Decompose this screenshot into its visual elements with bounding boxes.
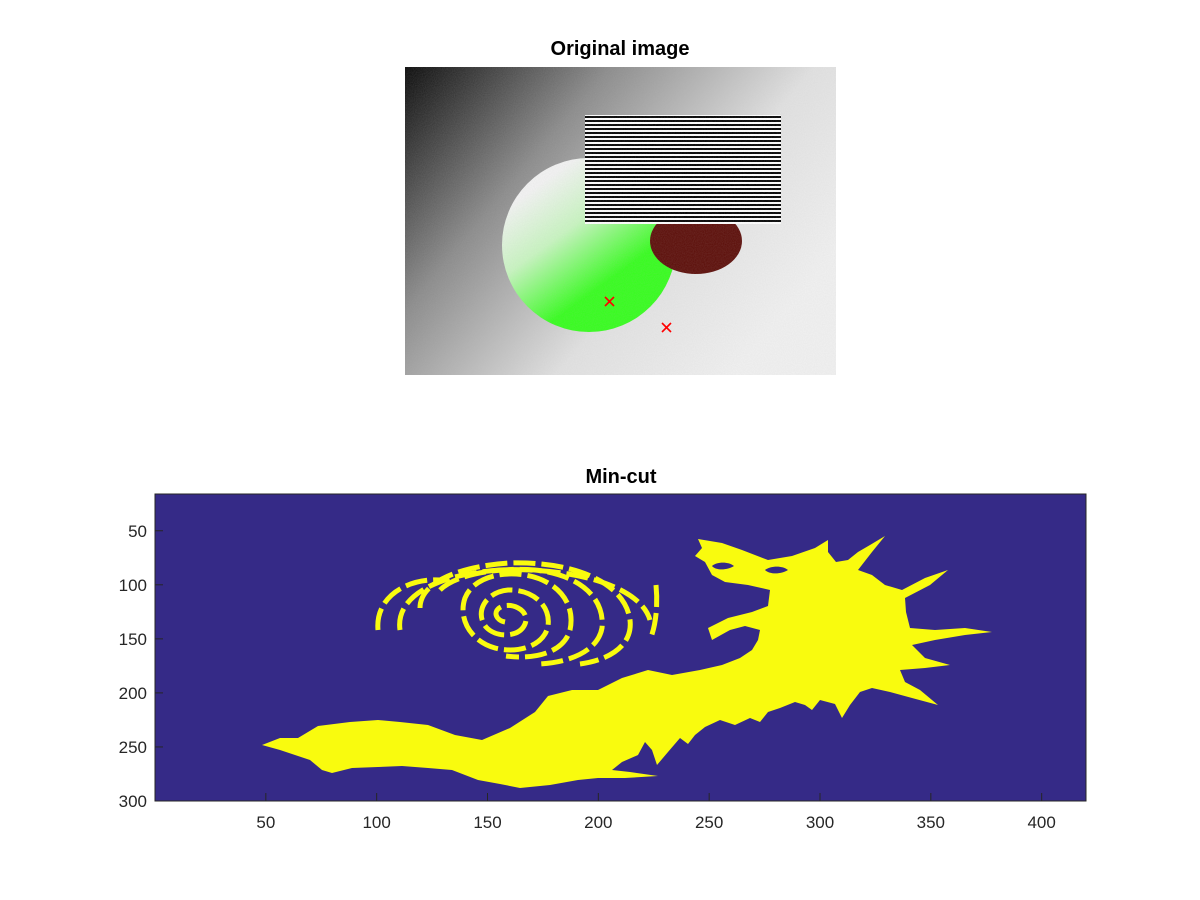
- x-axis-ticks: 50 100 150 200 250 300 350 400: [256, 793, 1056, 832]
- x-tick-label: 50: [256, 813, 275, 832]
- seed-marker-2: [661, 322, 672, 333]
- x-tick-label: 300: [806, 813, 834, 832]
- y-tick-label: 100: [119, 576, 147, 595]
- min-cut-title: Min-cut: [585, 466, 657, 488]
- x-tick-label: 250: [695, 813, 723, 832]
- x-tick-label: 150: [473, 813, 501, 832]
- y-axis-ticks: 50 100 150 200 250 300: [119, 522, 163, 811]
- image-noise: [405, 67, 836, 375]
- eye-right-icon: [765, 566, 788, 574]
- original-image-title: Original image: [550, 38, 690, 60]
- eye-left-icon: [712, 562, 734, 570]
- min-cut-axes-box: [154, 493, 1087, 802]
- min-cut-plot: 50 100 150 200 250 300 350 400 50 100 150 200 250 30…: [119, 493, 1087, 832]
- spiral-segment: [375, 560, 660, 667]
- y-tick-label: 50: [128, 522, 147, 541]
- x-tick-label: 400: [1027, 813, 1055, 832]
- seed-marker-1: [604, 296, 615, 307]
- x-tick-label: 200: [584, 813, 612, 832]
- x-tick-label: 350: [917, 813, 945, 832]
- y-tick-label: 300: [119, 792, 147, 811]
- y-tick-label: 250: [119, 738, 147, 757]
- caterpillar-segment: [262, 536, 992, 788]
- original-image: [405, 67, 836, 375]
- y-tick-label: 200: [119, 684, 147, 703]
- x-tick-label: 100: [362, 813, 390, 832]
- y-tick-label: 150: [119, 630, 147, 649]
